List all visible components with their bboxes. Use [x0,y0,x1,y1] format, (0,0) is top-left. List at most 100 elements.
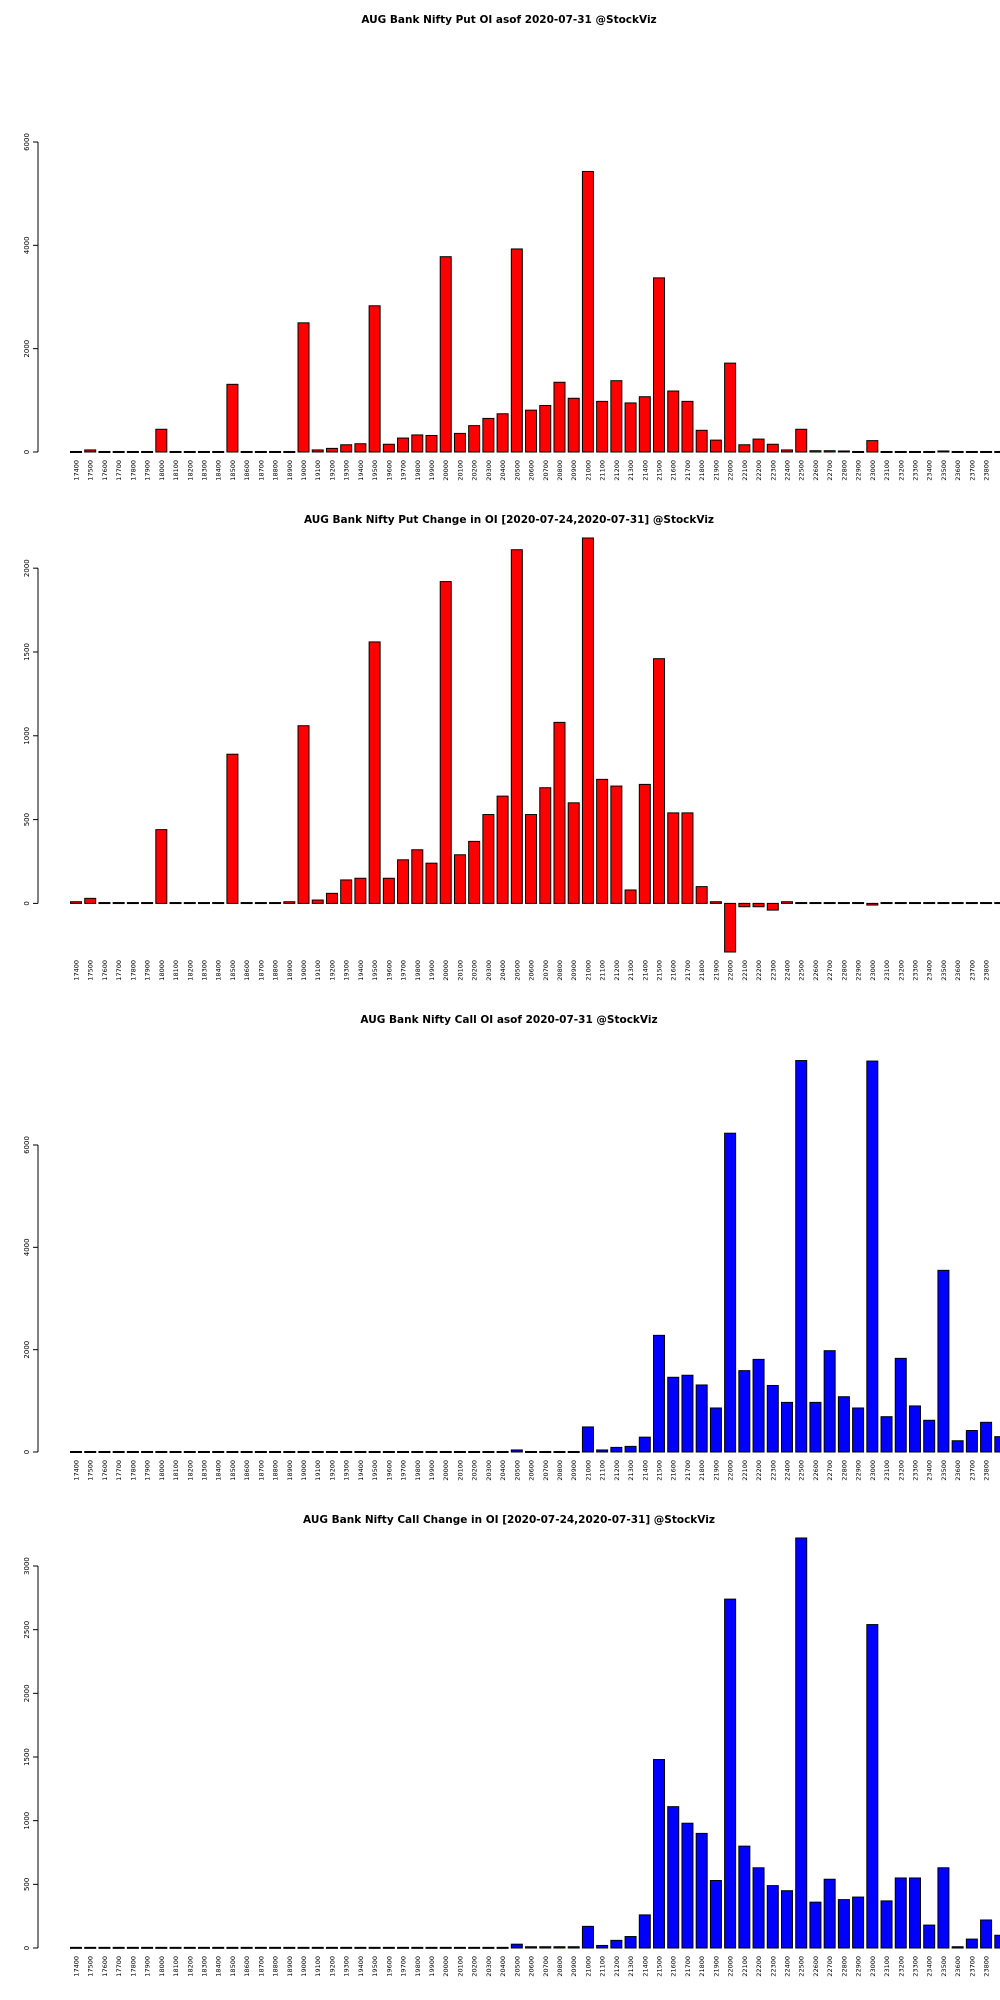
bar [297,725,310,904]
bar [98,1450,111,1453]
bar [325,892,338,904]
bar [496,1450,509,1453]
x-tick-label: 21800 [698,960,706,981]
x-tick-label: 20800 [556,1460,564,1481]
bar [141,450,154,453]
bar [482,417,495,453]
x-tick-label: 23200 [897,1460,905,1481]
x-tick-label: 17800 [129,1956,137,1977]
bar [197,902,210,905]
x-tick-label: 20800 [556,960,564,981]
bar [823,1878,836,1949]
bar [880,1900,893,1949]
x-tick-label: 20300 [485,1460,493,1481]
bar [269,450,282,453]
bar [980,1421,993,1453]
x-tick-label: 23700 [968,1956,976,1977]
x-tick-label: 19600 [385,1956,393,1977]
bar [809,902,822,905]
bar [894,902,907,905]
x-tick-label: 23200 [897,960,905,981]
x-tick-label: 18600 [243,460,251,481]
bar [468,425,481,453]
bar [212,902,225,905]
bar [852,1896,865,1949]
bar [340,1450,353,1453]
bar [951,450,964,453]
y-axis: 0 2000 4000 6000 [23,1136,39,1454]
bar [311,1450,324,1453]
x-tick-label: 19500 [371,1460,379,1481]
x-tick-label: 18600 [243,1460,251,1481]
y-tick-label: 500 [23,813,31,826]
x-tick-label: 17600 [101,1460,109,1481]
x-tick-label: 20200 [471,460,479,481]
x-tick-label: 17600 [101,460,109,481]
bars [70,170,1000,453]
x-tick-label: 21800 [698,460,706,481]
bar [951,1946,964,1949]
x-tick-label: 19700 [400,1956,408,1977]
x-tick-label: 20600 [528,1460,536,1481]
bar [994,1934,1000,1949]
bar [823,1350,836,1453]
x-tick-label: 22300 [769,1460,777,1481]
x-tick-label: 20900 [570,960,578,981]
x-tick-label: 17400 [73,960,81,981]
bar [965,902,978,905]
bar [610,1446,623,1453]
bar [112,1946,125,1949]
bar [923,902,936,905]
bar [382,1450,395,1453]
y-axis: 0 2000 4000 6000 [23,133,39,454]
bar [439,256,452,453]
x-tick-label: 17800 [129,1460,137,1481]
bar [397,859,410,904]
bar [894,1877,907,1949]
x-tick-label: 20400 [499,460,507,481]
x-tick-label: 18600 [243,960,251,981]
x-tick-label: 19900 [428,460,436,481]
bar [581,537,594,904]
x-tick-label: 19800 [414,1460,422,1481]
x-tick-label: 21800 [698,1956,706,1977]
x-tick-label: 21200 [613,960,621,981]
y-tick-label: 2000 [23,1684,31,1702]
x-tick-label: 23400 [926,960,934,981]
x-tick-label: 21000 [584,1460,592,1481]
x-tick-label: 22400 [784,960,792,981]
bar [980,902,993,905]
bar [269,902,282,905]
bar [382,1946,395,1949]
x-tick-label: 18800 [272,1956,280,1977]
x-tick-label: 21700 [684,1460,692,1481]
x-tick-label: 17600 [101,960,109,981]
bar [539,1450,552,1453]
y-tick-label: 2000 [23,559,31,577]
x-tick-label: 23300 [911,1460,919,1481]
bar [183,1946,196,1949]
bar [581,1925,594,1949]
y-tick-label: 1500 [23,643,31,661]
x-tick-label: 22800 [840,1956,848,1977]
x-tick-label: 21600 [670,960,678,981]
x-tick-label: 20800 [556,460,564,481]
x-tick-label: 19800 [414,1956,422,1977]
bar [439,1946,452,1949]
bar [141,1946,154,1949]
bar [994,450,1000,453]
x-tick-label: 20000 [442,1956,450,1977]
x-tick-label: 21100 [599,1956,607,1977]
x-tick-label: 21200 [613,460,621,481]
bar [624,889,637,904]
x-tick-label: 17500 [87,1460,95,1481]
bar [368,1946,381,1949]
x-tick-label: 21300 [627,460,635,481]
bar [908,450,921,453]
bar [681,1822,694,1949]
x-tick-label: 20300 [485,460,493,481]
x-tick-label: 18400 [215,1956,223,1977]
bar [183,1450,196,1453]
bar [453,432,466,453]
x-tick-label: 20100 [456,960,464,981]
